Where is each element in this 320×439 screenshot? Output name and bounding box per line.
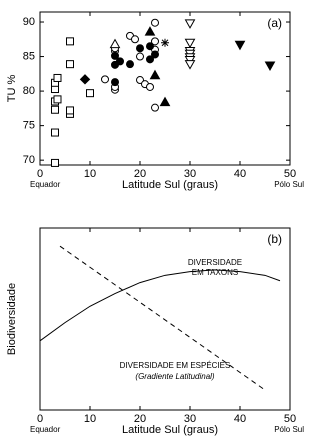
marker <box>264 61 276 72</box>
y-axis-label: Biodiversidade <box>6 283 18 355</box>
marker <box>109 38 121 49</box>
marker <box>66 37 74 46</box>
marker <box>86 89 94 98</box>
marker <box>111 51 119 60</box>
x-tick-label: 40 <box>234 413 246 425</box>
marker <box>53 95 62 104</box>
x-tick-label: 50 <box>284 413 296 425</box>
marker <box>126 60 134 69</box>
x-axis-label: Latitude Sul (graus) <box>122 424 218 436</box>
y-axis-label: TU % <box>6 75 18 103</box>
line <box>59 245 266 391</box>
x-tick-label: 50 <box>284 168 296 180</box>
x-tick-label: 10 <box>84 168 96 180</box>
marker <box>184 19 196 29</box>
marker <box>66 60 74 69</box>
marker <box>111 78 119 87</box>
annotation: Pólo Sul <box>274 180 304 189</box>
figure: 0 10 20 30 40 50 70 75 80 85 90 Latitude Sul (graus… <box>6 11 304 436</box>
y-tick-label: 70 <box>23 154 35 166</box>
marker <box>146 55 154 64</box>
y-tick-label: 80 <box>23 85 35 97</box>
x-tick-label: 40 <box>234 168 246 180</box>
annotation: Equador <box>30 425 61 434</box>
marker <box>151 50 159 59</box>
x-tick-label: 20 <box>134 168 146 180</box>
marker <box>51 128 59 137</box>
marker <box>101 75 109 84</box>
plot-frame <box>39 11 291 166</box>
marker <box>136 44 144 53</box>
marker <box>136 76 144 85</box>
y-tick-label: 75 <box>23 120 35 132</box>
x-axis-label: Latitude Sul (graus) <box>122 179 218 191</box>
annotation: Equador <box>30 180 61 189</box>
marker <box>151 18 159 27</box>
marker <box>159 96 171 107</box>
marker <box>131 35 139 44</box>
x-tick-label: 0 <box>37 168 43 180</box>
annotation: Pólo Sul <box>274 425 304 434</box>
y-tick-label: 90 <box>23 16 35 28</box>
series-label: DIVERSIDADE <box>188 258 242 267</box>
marker <box>234 40 246 51</box>
plot-frame <box>39 227 291 411</box>
marker <box>51 158 59 167</box>
marker <box>79 74 91 85</box>
marker <box>184 38 196 49</box>
marker <box>161 38 169 47</box>
x-tick-label: 30 <box>184 413 196 425</box>
line <box>39 269 281 342</box>
marker <box>116 57 124 66</box>
series-label: (Gradiente Latitudinal) <box>135 372 214 381</box>
marker <box>184 60 196 70</box>
y-tick-label: 85 <box>23 50 35 62</box>
marker <box>151 37 159 46</box>
x-tick-label: 20 <box>134 413 146 425</box>
marker <box>53 73 62 82</box>
series-label: DIVERSIDADE EM ESPÉCIES <box>120 361 231 370</box>
marker <box>144 26 156 36</box>
marker <box>149 69 161 80</box>
marker <box>146 82 154 91</box>
panel-label: (b) <box>267 232 282 246</box>
marker <box>151 103 159 112</box>
marker <box>146 42 154 51</box>
panel-label: (a) <box>267 16 282 30</box>
series-label: EM TAXONS <box>192 268 238 277</box>
x-tick-label: 0 <box>37 413 43 425</box>
x-tick-label: 10 <box>84 413 96 425</box>
marker <box>66 106 74 115</box>
x-tick-label: 30 <box>184 168 196 180</box>
marker <box>51 105 59 114</box>
marker <box>136 52 144 61</box>
